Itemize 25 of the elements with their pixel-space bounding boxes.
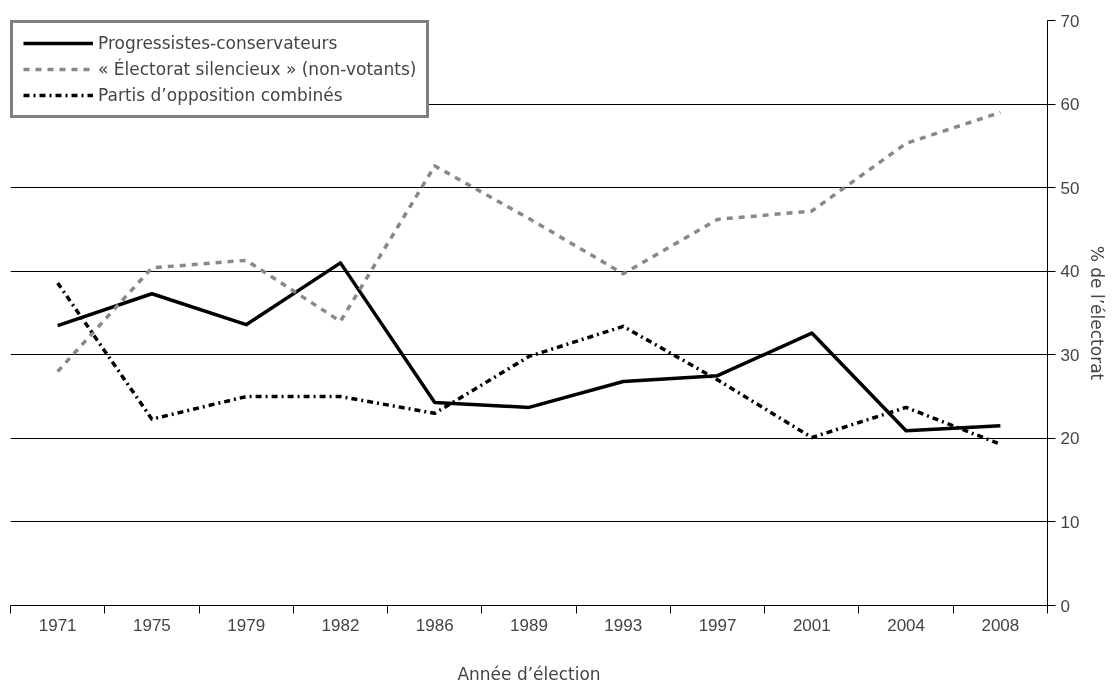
x-tick-label: 1971 (38, 615, 77, 635)
legend-label: « Électorat silencieux » (non-votants) (98, 59, 417, 79)
x-tick-label: 1975 (133, 615, 171, 635)
x-tick-label: 1979 (227, 615, 266, 635)
y-tick-label: 20 (1060, 429, 1080, 449)
legend-label: Partis d’opposition combinés (98, 85, 343, 105)
x-tick-label: 1982 (321, 615, 360, 635)
y-tick-label: 30 (1060, 345, 1080, 365)
x-tick-label: 1986 (415, 615, 454, 635)
y-tick-label: 10 (1060, 512, 1080, 532)
x-axis-title: Année d’élection (457, 663, 601, 684)
x-tick-label: 2008 (981, 615, 1020, 635)
legend-label: Progressistes-conservateurs (98, 33, 338, 53)
y-tick-label: 40 (1060, 262, 1080, 282)
y-tick-label: 0 (1060, 596, 1070, 616)
y-tick-label: 60 (1060, 95, 1080, 115)
y-tick-label: 50 (1060, 178, 1080, 198)
x-tick-label: 1993 (604, 615, 643, 635)
x-tick-label: 2001 (792, 615, 831, 635)
x-tick-label: 2004 (887, 615, 926, 635)
x-tick-label: 1997 (698, 615, 737, 635)
x-tick-label: 1989 (510, 615, 548, 635)
line-series (55, 110, 1003, 374)
y-axis-title: % de l’électorat (1087, 245, 1108, 381)
y-tick-label: 70 (1060, 11, 1080, 31)
